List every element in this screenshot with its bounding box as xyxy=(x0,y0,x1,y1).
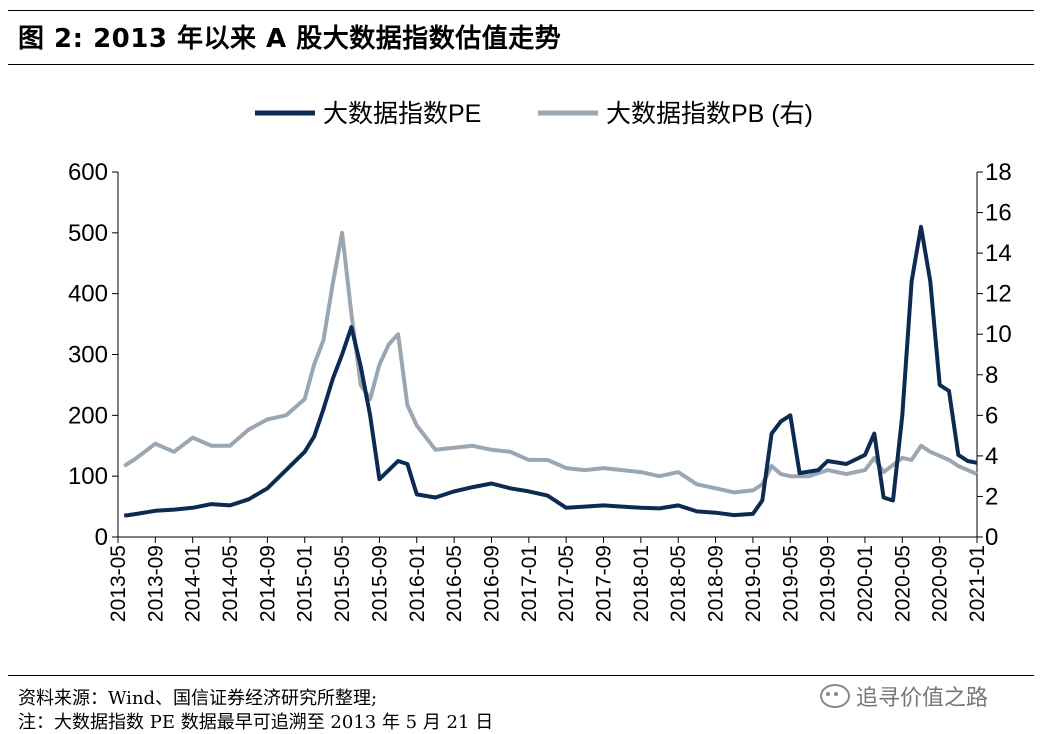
legend-label-pb: 大数据指数PB (右) xyxy=(606,100,813,128)
watermark: 追寻价值之路 xyxy=(820,680,988,712)
right-tick-label: 4 xyxy=(985,443,998,470)
left-tick-label: 500 xyxy=(68,220,108,247)
x-tick-label: 2018-09 xyxy=(705,545,728,622)
source-note: 资料来源：Wind、国信证券经济研究所整理; xyxy=(18,688,378,709)
data-note: 注：大数据指数 PE 数据最早可追溯至 2013 年 5 月 21 日 xyxy=(18,712,494,733)
left-tick-label: 600 xyxy=(68,159,108,186)
right-tick-label: 14 xyxy=(985,240,1012,267)
x-tick-label: 2020-09 xyxy=(929,545,952,622)
chart-axes: 0 100 200 300 400 500 600 0 2 4 6 8 10 12 14 16 18 2013-0… xyxy=(68,159,1012,622)
chart-series xyxy=(123,224,978,518)
x-tick-label: 2014-05 xyxy=(219,545,242,622)
wechat-icon xyxy=(820,684,850,708)
figure-title: 图 2: 2013 年以来 A 股大数据指数估值走势 xyxy=(18,24,562,54)
x-tick-label: 2015-09 xyxy=(368,545,391,622)
right-tick-label: 18 xyxy=(985,159,1012,186)
x-tick-label: 2020-05 xyxy=(891,545,914,622)
x-tick-label: 2016-09 xyxy=(480,545,503,622)
x-tick-label: 2017-05 xyxy=(555,545,578,622)
right-tick-label: 10 xyxy=(985,321,1012,348)
x-tick-label: 2017-09 xyxy=(593,545,616,622)
x-tick-label: 2014-01 xyxy=(182,545,205,622)
watermark-text: 追寻价值之路 xyxy=(856,686,989,711)
legend-label-pe: 大数据指数PE xyxy=(323,100,481,128)
right-tick-label: 12 xyxy=(985,281,1012,308)
x-tick-label: 2020-01 xyxy=(854,545,877,622)
x-tick-label: 2013-05 xyxy=(107,545,130,622)
x-tick-label: 2018-05 xyxy=(667,545,690,622)
x-tick-label: 2021-01 xyxy=(966,545,989,622)
footer-rule xyxy=(8,675,1034,676)
left-tick-label: 100 xyxy=(68,463,108,490)
right-tick-label: 2 xyxy=(985,483,998,510)
title-rule xyxy=(8,64,1034,65)
x-tick-label: 2013-09 xyxy=(144,545,167,622)
series-line-pb xyxy=(123,230,978,495)
left-tick-label: 400 xyxy=(68,281,108,308)
right-tick-label: 16 xyxy=(985,200,1012,227)
series-line-pe xyxy=(123,224,978,518)
x-tick-label: 2016-05 xyxy=(443,545,466,622)
left-tick-label: 300 xyxy=(68,342,108,369)
x-tick-label: 2019-09 xyxy=(817,545,840,622)
x-tick-label: 2019-01 xyxy=(742,545,765,622)
x-tick-label: 2018-01 xyxy=(630,545,653,622)
x-tick-label: 2019-05 xyxy=(779,545,802,622)
x-tick-label: 2014-09 xyxy=(256,545,279,622)
left-tick-label: 0 xyxy=(95,524,108,551)
right-tick-label: 0 xyxy=(985,524,998,551)
top-rule xyxy=(8,10,1034,11)
x-tick-label: 2015-01 xyxy=(294,545,317,622)
x-tick-label: 2015-05 xyxy=(331,545,354,622)
right-tick-label: 6 xyxy=(985,402,998,429)
x-tick-label: 2016-01 xyxy=(406,545,429,622)
right-tick-label: 8 xyxy=(985,362,998,389)
chart-legend: 大数据指数PE 大数据指数PB (右) xyxy=(255,100,813,128)
x-tick-label: 2017-01 xyxy=(518,545,541,622)
left-tick-label: 200 xyxy=(68,402,108,429)
